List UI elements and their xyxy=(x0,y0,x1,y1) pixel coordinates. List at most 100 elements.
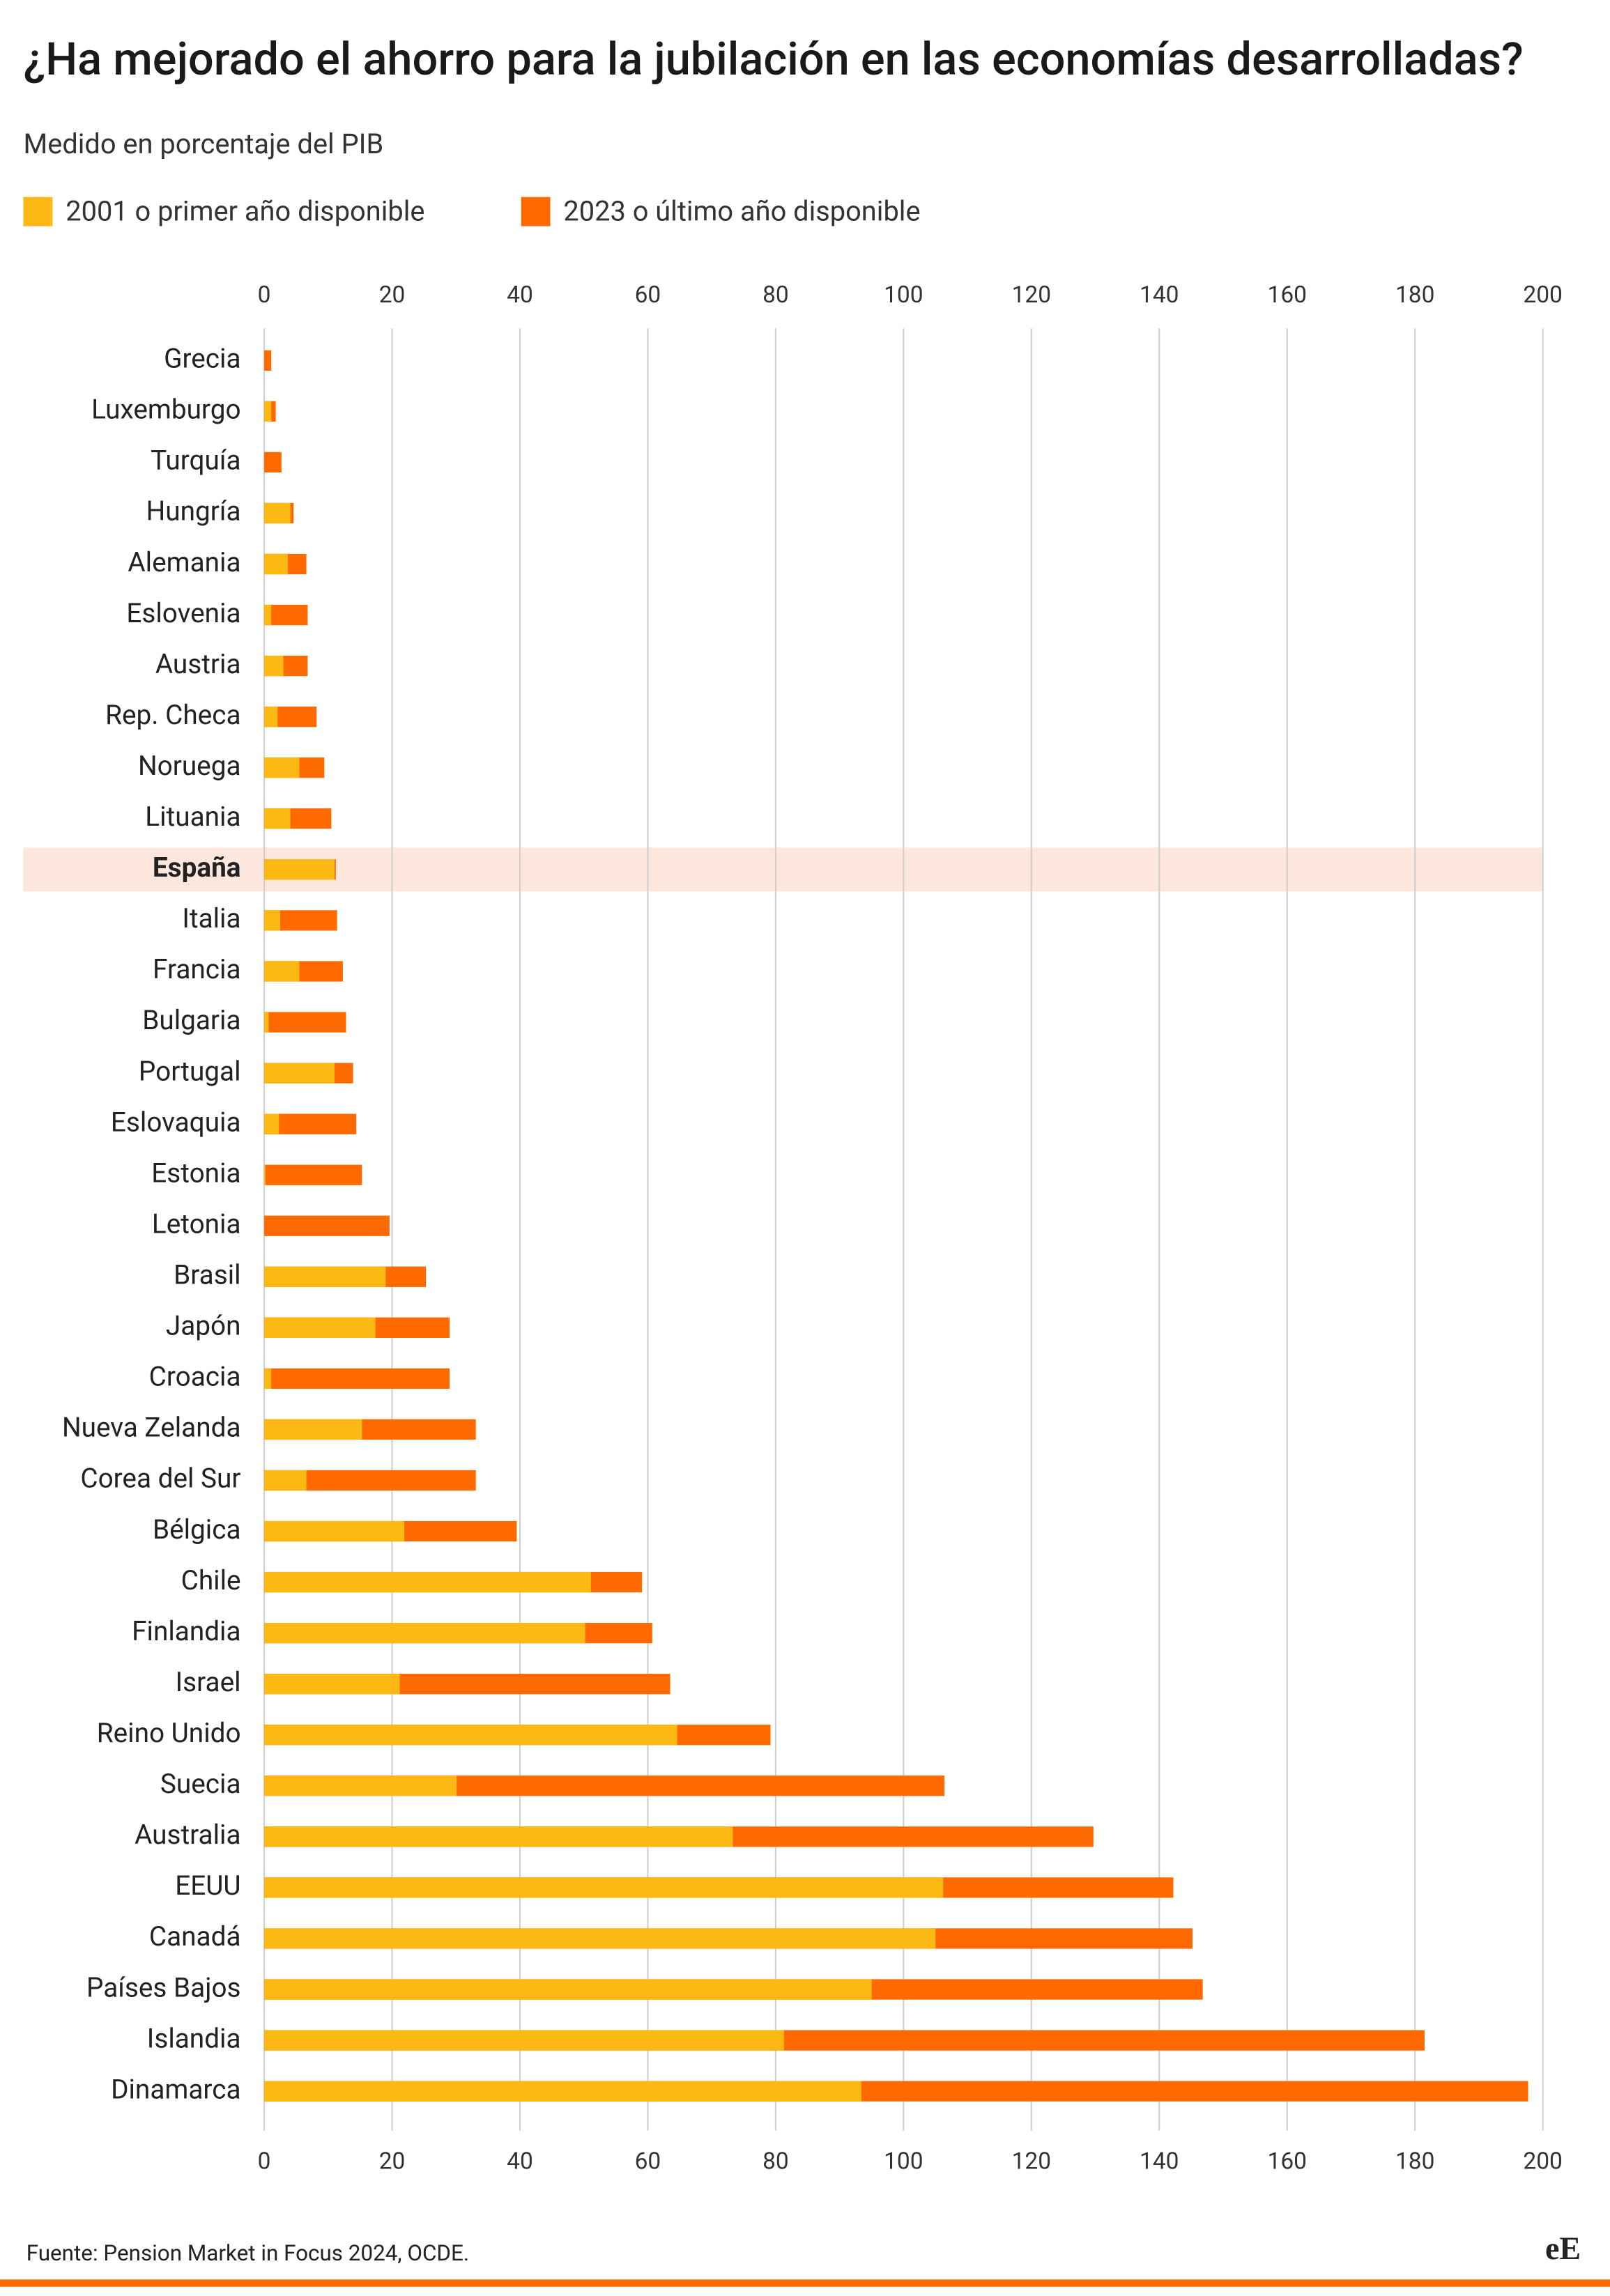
category-label: Austria xyxy=(155,649,241,680)
legend-swatch xyxy=(23,197,53,226)
category-label: Turquía xyxy=(151,445,240,477)
category-label: Francia xyxy=(153,954,241,985)
bar xyxy=(264,604,308,626)
category-label: Reino Unido xyxy=(97,1718,241,1749)
bar xyxy=(264,1877,944,1898)
legend-swatch xyxy=(521,197,551,226)
bar xyxy=(264,1979,872,2000)
legend-label: 2001 o primer año disponible xyxy=(66,194,424,227)
category-label: Finlandia xyxy=(132,1616,240,1647)
category-label: Noruega xyxy=(138,750,241,782)
category-label: Bélgica xyxy=(153,1514,241,1546)
x-tick-label-top: 20 xyxy=(379,282,406,309)
bar xyxy=(264,2081,861,2102)
bar xyxy=(264,2030,784,2051)
bar xyxy=(264,604,272,626)
x-tick-label-bottom: 0 xyxy=(258,2148,271,2175)
bar xyxy=(264,1063,335,1084)
bar xyxy=(264,553,289,575)
bar xyxy=(264,1928,936,1949)
bar xyxy=(264,1266,386,1287)
bar xyxy=(264,1826,733,1847)
x-tick-label-bottom: 80 xyxy=(762,2148,789,2175)
category-label: Alemania xyxy=(128,547,240,578)
bar xyxy=(264,1114,279,1134)
bar xyxy=(264,1622,585,1644)
category-label: EEUU xyxy=(175,1870,240,1902)
x-tick-label-bottom: 60 xyxy=(635,2148,661,2175)
legend-label: 2023 o último año disponible xyxy=(563,194,920,227)
bar xyxy=(264,1012,346,1033)
category-label: Nueva Zelanda xyxy=(62,1412,241,1444)
category-label: Corea del Sur xyxy=(80,1463,240,1495)
category-label: Dinamarca xyxy=(111,2074,240,2105)
x-tick-label-bottom: 160 xyxy=(1268,2148,1307,2175)
category-label: Italia xyxy=(182,903,240,934)
category-label: Australia xyxy=(135,1819,240,1851)
bar xyxy=(264,401,272,422)
bar xyxy=(264,350,272,371)
category-label: Letonia xyxy=(152,1208,241,1240)
category-label: Bulgaria xyxy=(142,1005,240,1036)
bar xyxy=(264,1674,400,1695)
bar xyxy=(264,1215,390,1236)
category-label: Hungría xyxy=(146,496,241,527)
bar xyxy=(264,808,291,829)
category-label: Chile xyxy=(181,1565,241,1596)
x-tick-label-bottom: 100 xyxy=(884,2148,923,2175)
category-label: Eslovenia xyxy=(126,598,240,629)
bar xyxy=(264,1368,272,1389)
bar xyxy=(264,961,300,982)
bar xyxy=(264,757,300,778)
category-label: Croacia xyxy=(149,1362,241,1393)
bottom-rule xyxy=(0,2279,1610,2287)
x-tick-label-top: 140 xyxy=(1140,282,1179,309)
x-tick-label-bottom: 140 xyxy=(1140,2148,1179,2175)
category-label: Japón xyxy=(166,1311,241,1342)
bar xyxy=(264,859,335,880)
bar xyxy=(264,1012,269,1033)
highlight-band xyxy=(23,847,1543,892)
category-label: Canadá xyxy=(149,1921,241,1952)
category-label: Estonia xyxy=(151,1157,240,1189)
bar xyxy=(264,1317,376,1338)
category-label: Brasil xyxy=(174,1260,240,1291)
category-label: Suecia xyxy=(160,1769,241,1800)
x-tick-label-top: 120 xyxy=(1012,282,1051,309)
x-tick-label-top: 0 xyxy=(258,282,271,309)
chart-subtitle: Medido en porcentaje del PIB xyxy=(24,128,384,160)
bar xyxy=(264,707,278,727)
bar xyxy=(264,502,291,524)
x-tick-label-bottom: 120 xyxy=(1012,2148,1051,2175)
x-tick-label-top: 60 xyxy=(635,282,661,309)
bar xyxy=(264,655,284,677)
bar xyxy=(264,1571,591,1593)
bar xyxy=(264,1419,362,1440)
x-tick-label-bottom: 40 xyxy=(507,2148,533,2175)
x-tick-label-bottom: 200 xyxy=(1523,2148,1562,2175)
x-tick-label-top: 180 xyxy=(1395,282,1434,309)
category-label: Portugal xyxy=(139,1056,241,1087)
category-label: Islandia xyxy=(147,2023,241,2054)
category-label: Grecia xyxy=(164,344,240,375)
category-label: Lituania xyxy=(145,801,240,833)
category-label: Rep. Checa xyxy=(105,700,240,731)
x-tick-label-bottom: 180 xyxy=(1395,2148,1434,2175)
bar xyxy=(264,1725,677,1746)
bar xyxy=(264,1520,404,1542)
logo: eE xyxy=(1545,2230,1581,2266)
bar xyxy=(264,1164,266,1185)
x-tick-label-top: 160 xyxy=(1268,282,1307,309)
category-label: Eslovaquia xyxy=(111,1107,241,1138)
source: Fuente: Pension Market in Focus 2024, OC… xyxy=(26,2240,469,2266)
bar xyxy=(264,1368,450,1389)
x-tick-label-bottom: 20 xyxy=(379,2148,406,2175)
bar xyxy=(264,1470,307,1491)
category-label: España xyxy=(153,852,241,884)
bar xyxy=(264,452,282,473)
bar xyxy=(264,1114,357,1134)
bar xyxy=(264,1775,457,1796)
chart-title: ¿Ha mejorado el ahorro para la jubilació… xyxy=(24,33,1524,86)
